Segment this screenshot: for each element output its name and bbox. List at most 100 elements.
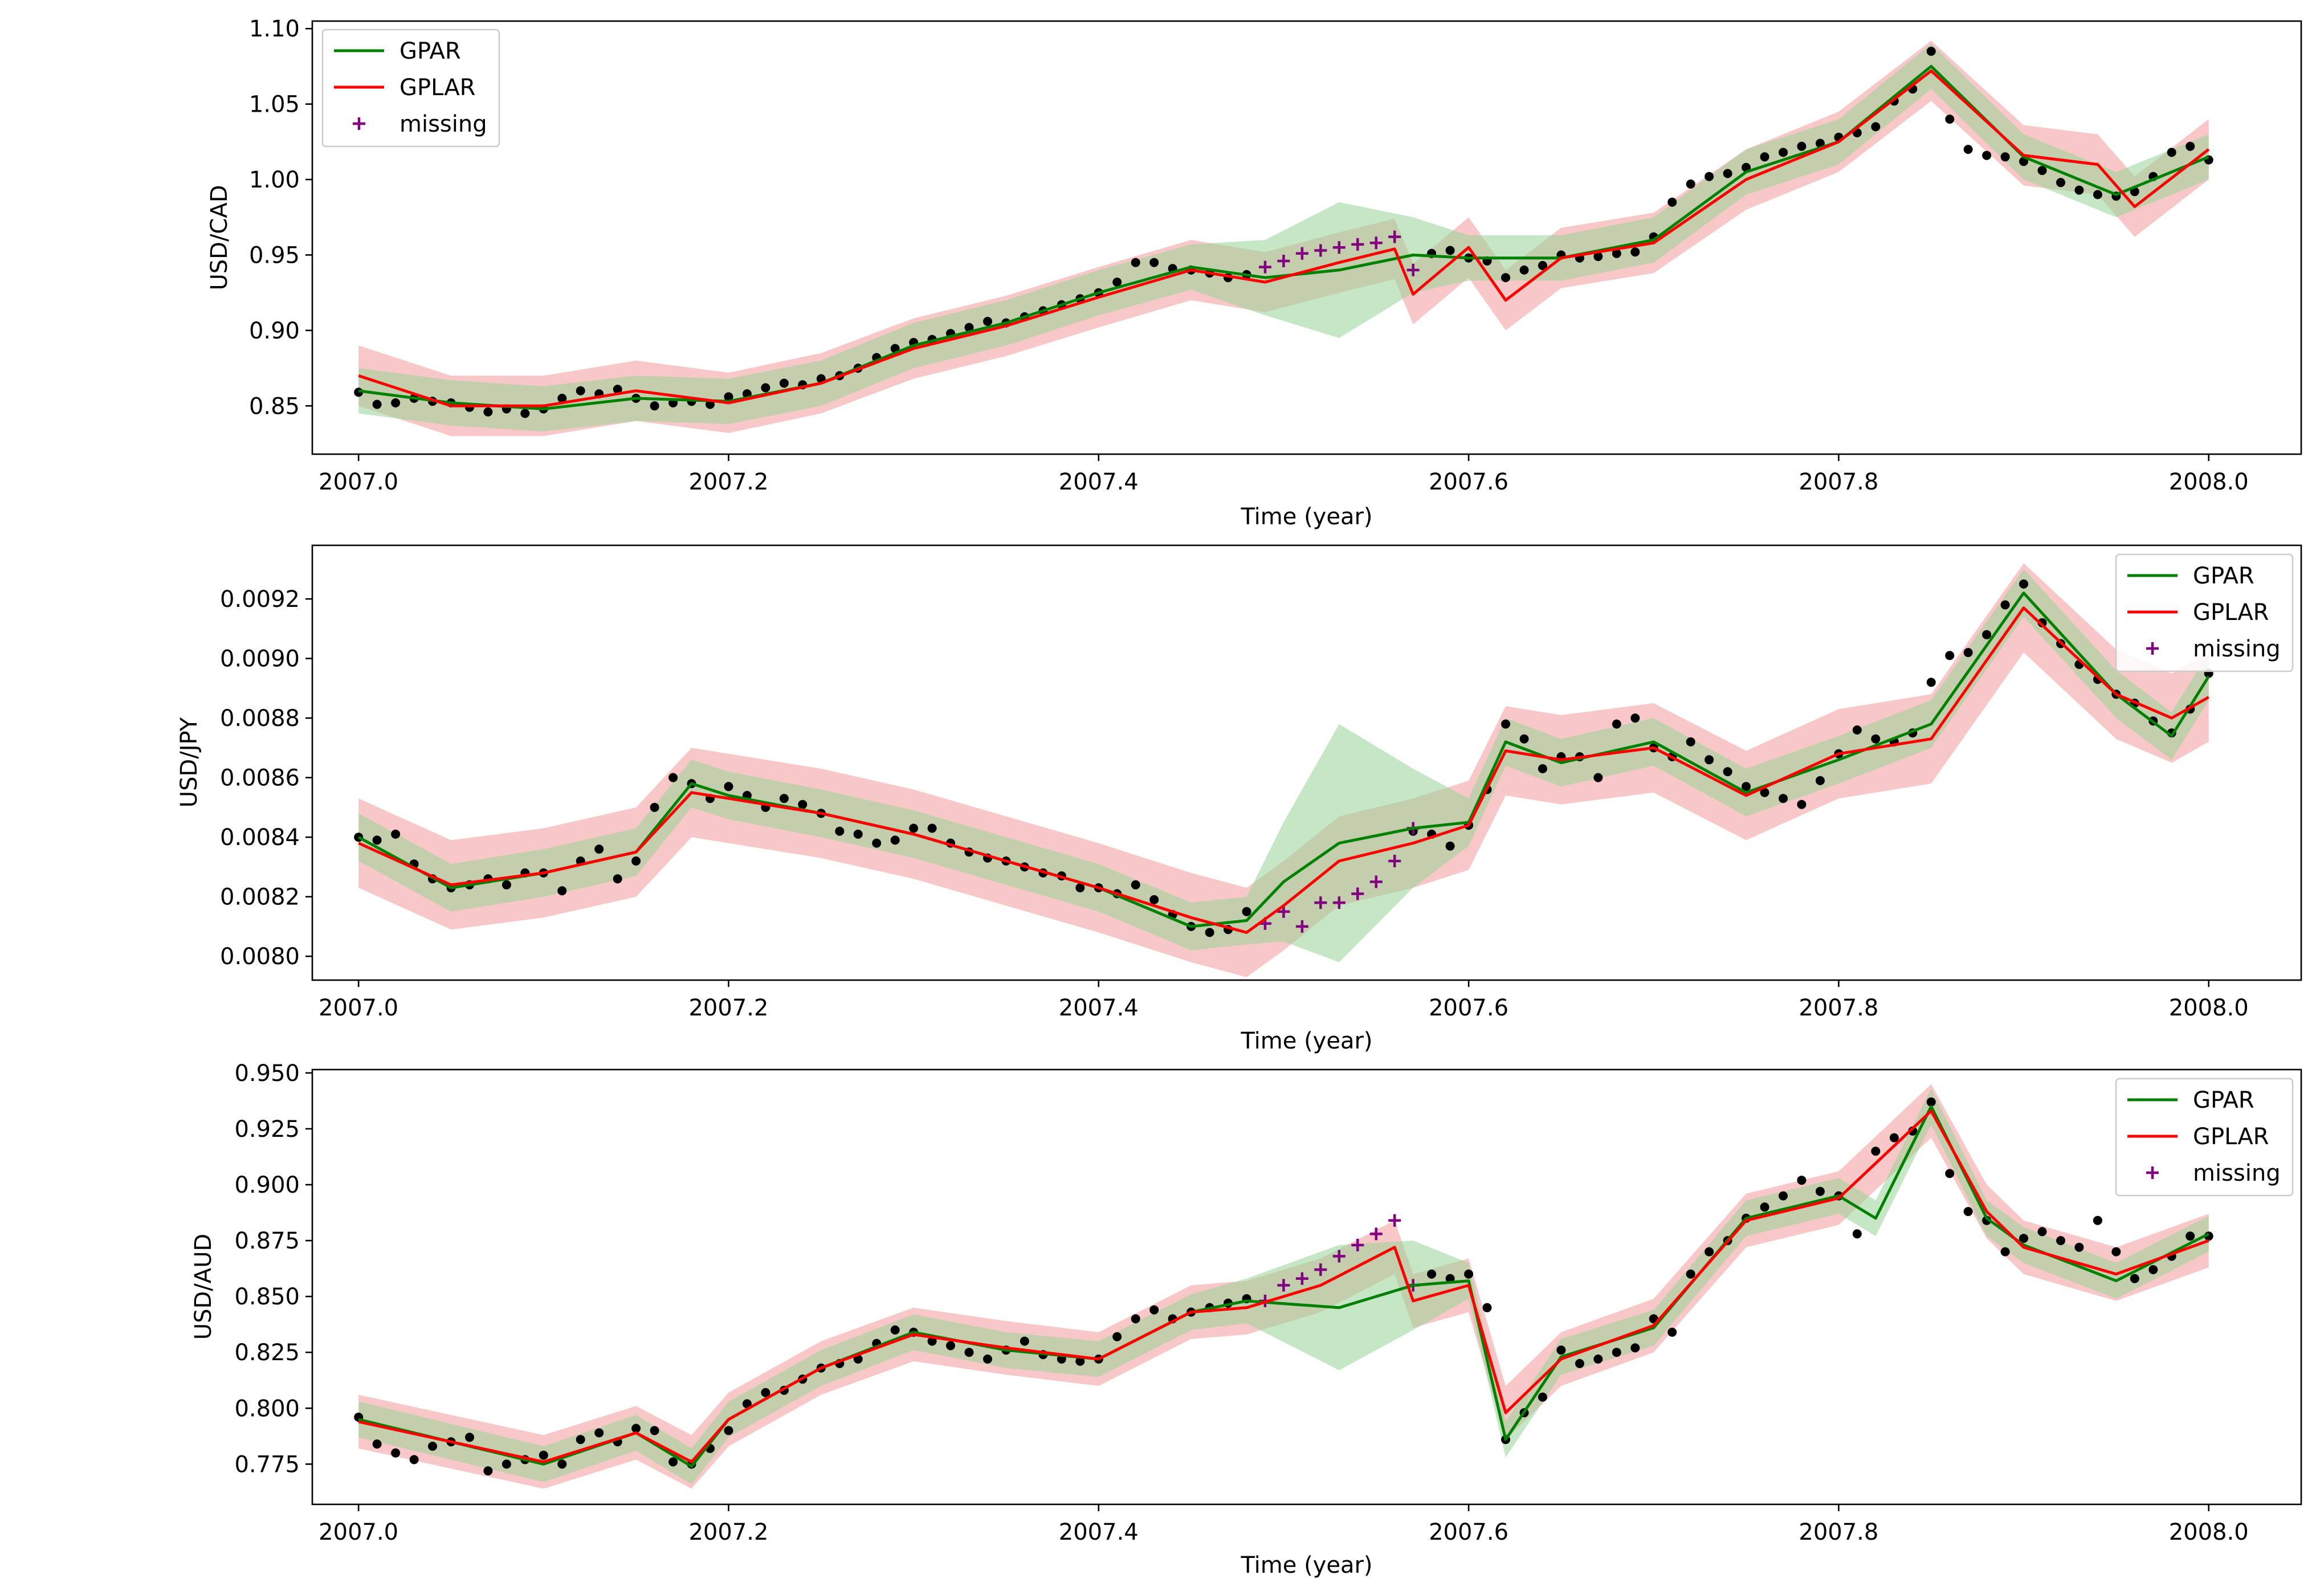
observed-point [557, 1459, 567, 1469]
observed-point [1556, 1345, 1566, 1355]
observed-point [557, 394, 567, 403]
observed-point [428, 1442, 437, 1451]
observed-point [1779, 794, 1788, 803]
observed-point [2056, 178, 2065, 187]
observed-point [1982, 150, 1992, 160]
y-tick-label: 0.875 [234, 1228, 300, 1254]
observed-point [1630, 713, 1640, 723]
x-tick-label: 2007.4 [1059, 469, 1139, 495]
observed-point [1926, 678, 1936, 687]
missing-point [1351, 1238, 1364, 1251]
missing-point [1258, 260, 1271, 274]
observed-point [594, 844, 604, 854]
y-tick-label: 0.90 [249, 318, 300, 344]
observed-point [1686, 1269, 1695, 1279]
x-axis-label: Time (year) [1240, 1028, 1372, 1054]
y-tick-label: 0.800 [234, 1396, 300, 1422]
observed-point [1779, 1191, 1788, 1201]
legend: GPAR GPLAR missing [2115, 553, 2294, 672]
x-tick-label: 2008.0 [2169, 995, 2249, 1021]
legend-label-gpar: GPAR [399, 38, 461, 64]
observed-point [1945, 1169, 1955, 1178]
observed-point [2093, 190, 2102, 199]
missing-point [1295, 1272, 1308, 1285]
x-tick-label: 2007.0 [319, 995, 398, 1021]
y-tick-label: 0.925 [234, 1116, 300, 1143]
observed-point [1149, 1305, 1159, 1315]
gpar-line [358, 591, 2210, 928]
observed-point [2148, 1265, 2158, 1275]
observed-point [594, 1428, 604, 1438]
observed-point [576, 1435, 585, 1445]
observed-point [1760, 1202, 1769, 1212]
observed-point [1482, 1303, 1492, 1312]
observed-point [1519, 734, 1529, 744]
observed-point [1575, 1358, 1584, 1368]
observed-point [1630, 247, 1640, 257]
missing-point [1388, 854, 1401, 867]
plot-area-usd-aud [354, 1084, 2213, 1489]
observed-point [1593, 1354, 1603, 1364]
observed-point [2056, 1236, 2065, 1246]
observed-point [1667, 1327, 1677, 1337]
observed-point [465, 1433, 474, 1442]
observed-point [1852, 725, 1862, 735]
missing-point [1332, 1250, 1346, 1263]
observed-point [1075, 1356, 1085, 1366]
observed-point [1612, 719, 1621, 729]
observed-point [1963, 1207, 1973, 1217]
observed-point [761, 1388, 770, 1397]
observed-point [983, 317, 992, 326]
observed-point [2074, 1242, 2084, 1252]
observed-point [613, 385, 622, 394]
legend-box [2115, 1078, 2294, 1197]
legend: GPAR GPLAR missing [2115, 1078, 2294, 1197]
x-tick-label: 2008.0 [2169, 1519, 2249, 1545]
y-tick-label: 0.0088 [220, 705, 300, 732]
axes-frame-usd-jpy [311, 544, 2302, 981]
observed-point [1149, 258, 1159, 267]
observed-point [2186, 1231, 2195, 1241]
observed-point [1852, 1229, 1862, 1239]
observed-point [1149, 895, 1159, 904]
x-tick-label: 2008.0 [2169, 469, 2249, 495]
observed-point [2019, 1234, 2028, 1243]
observed-point [1723, 767, 1732, 777]
missing-point [1332, 896, 1346, 909]
observed-point [2000, 152, 2010, 162]
observed-point [372, 399, 382, 409]
observed-point [483, 407, 493, 417]
observed-point [1945, 651, 1955, 660]
observed-point [1538, 764, 1547, 773]
observed-point [779, 794, 789, 803]
plot-area-usd-cad [354, 40, 2213, 436]
observed-point [2186, 141, 2195, 151]
observed-point [742, 1399, 752, 1409]
observed-point [1501, 273, 1510, 283]
observed-point [1205, 928, 1214, 937]
x-axis-label: Time (year) [1240, 504, 1372, 530]
observed-point [1519, 265, 1529, 275]
legend-label-gpar: GPAR [2193, 1087, 2254, 1113]
observed-point [502, 1459, 511, 1469]
observed-point [983, 1354, 992, 1364]
gplar-line [358, 606, 2209, 934]
observed-point [2037, 166, 2047, 176]
observed-point [668, 773, 678, 782]
observed-point [1926, 47, 1936, 56]
legend-label-gpar: GPAR [2193, 563, 2254, 589]
observed-point [391, 829, 401, 839]
observed-point [1630, 1343, 1640, 1353]
observed-point [1815, 776, 1825, 785]
y-tick-label: 1.05 [249, 92, 300, 118]
observed-point [631, 1423, 641, 1433]
observed-point [668, 1457, 678, 1467]
axes-frame-usd-cad [311, 20, 2302, 455]
observed-point [1963, 648, 1973, 658]
y-tick-label: 0.95 [249, 242, 300, 268]
missing-point [1369, 236, 1383, 250]
missing-point [1332, 241, 1346, 254]
observed-point [1131, 258, 1140, 267]
observed-point [1797, 141, 1807, 151]
x-tick-label: 2007.2 [688, 995, 768, 1021]
